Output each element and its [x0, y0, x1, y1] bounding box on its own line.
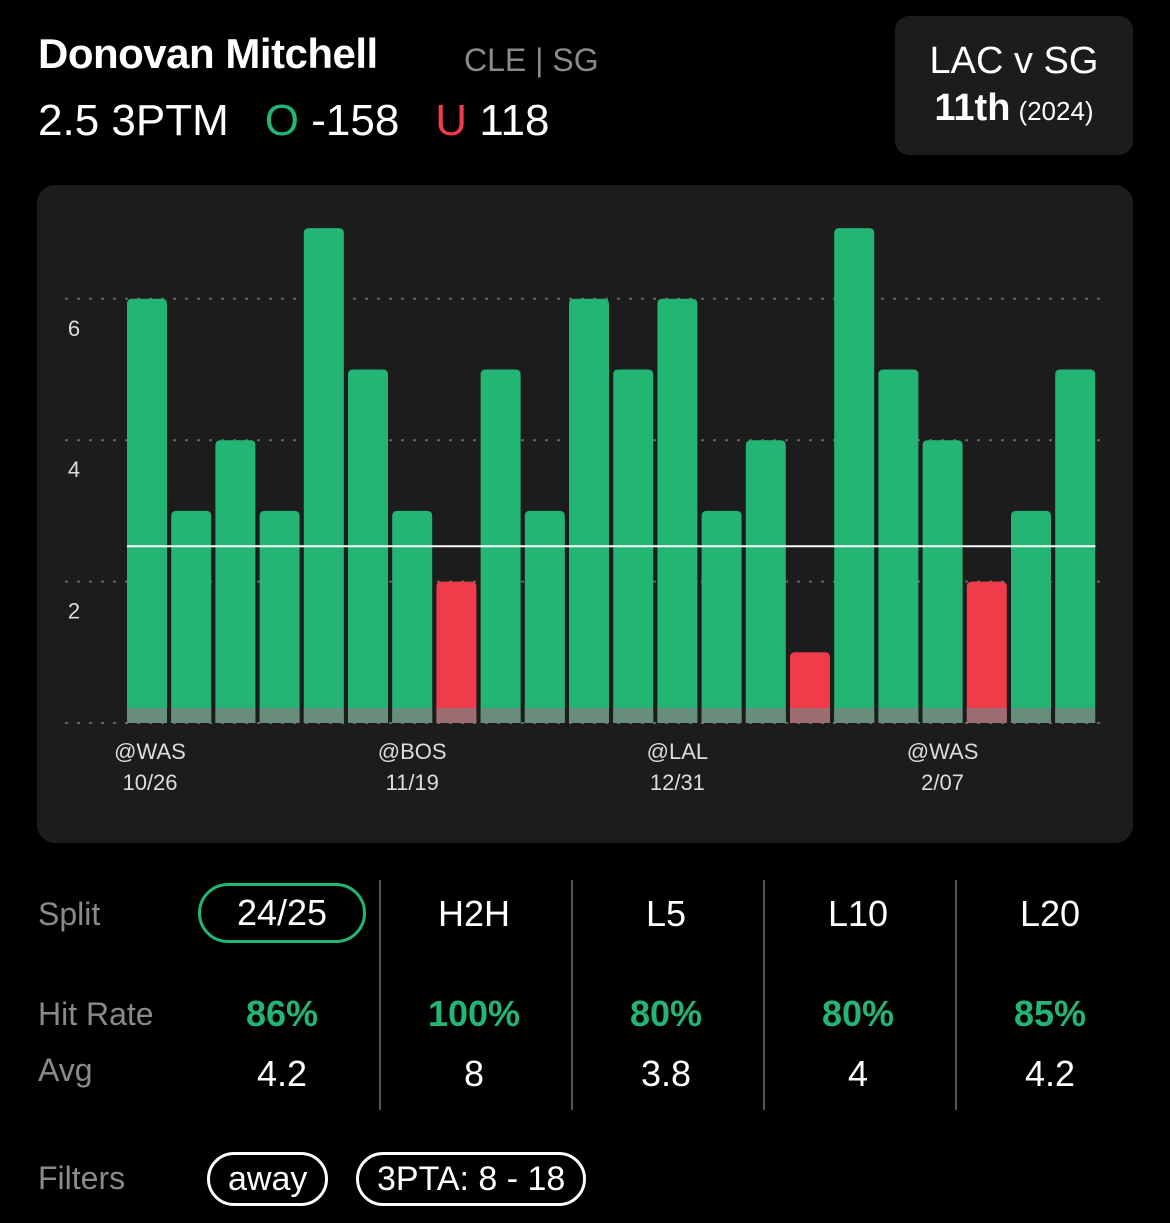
bar-base: [834, 708, 875, 723]
avg-value: 4.2: [1024, 1053, 1076, 1094]
filters-label: Filters: [38, 1160, 126, 1196]
hit-rate-label: Hit Rate: [38, 996, 154, 1032]
prop-label: 2.5 3PTM: [38, 96, 229, 145]
split-label: Split: [38, 896, 101, 932]
hit-rate-value: 86%: [245, 993, 319, 1034]
bar-base: [215, 708, 256, 723]
bar: [922, 440, 963, 723]
y-tick-label: 4: [68, 457, 80, 482]
hit-rate-value: 80%: [629, 993, 703, 1034]
bar-base: [790, 708, 830, 723]
avg-value: 4.2: [256, 1053, 308, 1094]
bar: [657, 298, 698, 723]
split-tab-4[interactable]: L20: [954, 893, 1146, 935]
team-position: CLE | SG: [464, 42, 599, 78]
bar-base: [922, 708, 963, 723]
bar-base: [1055, 708, 1096, 723]
bar-base: [966, 708, 1007, 723]
filter-chip-away[interactable]: away: [207, 1152, 329, 1206]
y-tick-label: 6: [68, 316, 80, 341]
prop-line: 2.5 3PTM O -158 U 118: [38, 96, 585, 146]
bar: [834, 228, 875, 723]
hit-rate-value: 100%: [427, 993, 521, 1034]
x-tick-date: 11/19: [385, 770, 438, 795]
bar: [171, 510, 212, 723]
split-tab-label: L20: [1019, 893, 1081, 934]
under-odds-value: 118: [479, 96, 550, 145]
bar: [303, 228, 344, 723]
avg-value: 3.8: [640, 1053, 692, 1094]
split-tab-label: L10: [827, 893, 889, 934]
avg-label: Avg: [38, 1052, 93, 1088]
bar: [966, 581, 1007, 723]
bar: [1011, 510, 1051, 723]
under-label: U: [435, 96, 468, 145]
bar: [790, 652, 830, 723]
bar: [259, 510, 300, 723]
matchup-rank: 11th: [934, 87, 1011, 129]
split-tab-3[interactable]: L10: [762, 893, 954, 935]
bar-base: [745, 708, 786, 723]
bar-base: [348, 708, 388, 723]
bar-base: [303, 708, 344, 723]
hit-rate-value: 80%: [821, 993, 895, 1034]
column-divider: [379, 880, 381, 1110]
bar-base: [171, 708, 212, 723]
hit-rate-value: 85%: [1013, 993, 1087, 1034]
x-tick-opponent: @LAL: [647, 739, 708, 764]
bar-base: [657, 708, 698, 723]
bar-base: [127, 708, 167, 723]
under-odds[interactable]: U 118: [435, 96, 549, 145]
split-tab-label: H2H: [437, 893, 511, 934]
over-odds[interactable]: O -158: [265, 96, 400, 145]
over-odds-value: -158: [311, 96, 400, 145]
bar: [215, 440, 256, 723]
x-tick-opponent: @WAS: [907, 739, 979, 764]
over-label: O: [264, 96, 299, 145]
bar: [436, 581, 477, 723]
bar-base: [436, 708, 477, 723]
player-name: Donovan Mitchell: [38, 30, 378, 77]
bar-base: [524, 708, 565, 723]
bar: [524, 510, 565, 723]
bar: [392, 510, 433, 723]
column-divider: [955, 880, 957, 1110]
x-tick-date: 12/31: [650, 770, 705, 795]
x-tick-opponent: @WAS: [114, 739, 186, 764]
bar-base: [259, 708, 300, 723]
x-tick-date: 10/26: [122, 770, 177, 795]
bar: [569, 298, 609, 723]
matchup-season: (2024): [1018, 96, 1094, 126]
bar-base: [701, 708, 742, 723]
filter-chip-3pta[interactable]: 3PTA: 8 - 18: [356, 1152, 587, 1206]
x-tick-date: 2/07: [921, 770, 964, 795]
game-log-chart: 2 4 6 @WAS 10/26 @BOS 11/19 @LAL 12/31 @WAS 2/07: [37, 185, 1133, 843]
bar: [701, 510, 742, 723]
matchup-card[interactable]: LAC v SG 11th (2024): [895, 16, 1133, 155]
split-tab-label: L5: [645, 893, 687, 934]
bar-base: [392, 708, 433, 723]
split-tab-2[interactable]: L5: [570, 893, 762, 935]
bar-base: [569, 708, 609, 723]
split-tab-0[interactable]: 24/25: [186, 883, 378, 943]
bar: [745, 440, 786, 723]
chart-svg: 2 4 6 @WAS 10/26 @BOS 11/19 @LAL 12/31 @WAS 2/07: [65, 228, 1103, 795]
column-divider: [763, 880, 765, 1110]
matchup-title: LAC v SG: [929, 40, 1099, 82]
bar-base: [480, 708, 521, 723]
x-tick-opponent: @BOS: [378, 739, 447, 764]
y-tick-label: 2: [68, 599, 80, 624]
avg-value: 4: [847, 1053, 869, 1094]
bar: [127, 298, 167, 723]
split-tab-label: 24/25: [198, 883, 366, 943]
avg-value: 8: [463, 1053, 485, 1094]
bar-base: [1011, 708, 1051, 723]
column-divider: [571, 880, 573, 1110]
bar-base: [613, 708, 654, 723]
split-tab-1[interactable]: H2H: [378, 893, 570, 935]
bar-base: [878, 708, 919, 723]
